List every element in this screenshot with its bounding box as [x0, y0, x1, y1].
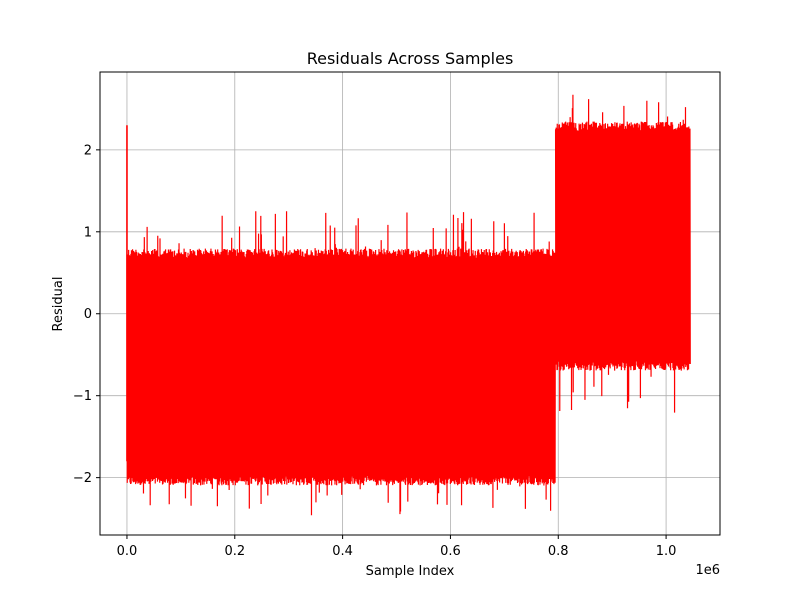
y-axis-ticks: −2 −1 0 1 2: [73, 143, 100, 486]
x-tick-label: 0.8: [548, 544, 569, 559]
x-tick-label: 1.0: [656, 544, 677, 559]
y-tick-label: 0: [84, 307, 92, 322]
x-tick-label: 0.4: [332, 544, 353, 559]
x-tick-label: 0.2: [224, 544, 245, 559]
x-axis-ticks: 0.0 0.2 0.4 0.6 0.8 1.0: [117, 535, 677, 559]
y-tick-label: −2: [73, 471, 92, 486]
y-axis-label: Residual: [51, 277, 66, 332]
x-axis-label: Sample Index: [366, 564, 455, 579]
y-tick-label: 1: [84, 225, 92, 240]
chart-title: Residuals Across Samples: [307, 49, 514, 68]
plot-frame: [99, 71, 721, 536]
y-tick-label: −1: [73, 389, 92, 404]
x-tick-label: 0.6: [440, 544, 461, 559]
x-offset-label: 1e6: [695, 563, 720, 578]
residual-series: [126, 94, 691, 516]
residual-line-segment: [554, 94, 691, 413]
x-tick-label: 0.0: [117, 544, 138, 559]
residual-line-segment: [126, 211, 556, 516]
y-tick-label: 2: [84, 143, 92, 158]
